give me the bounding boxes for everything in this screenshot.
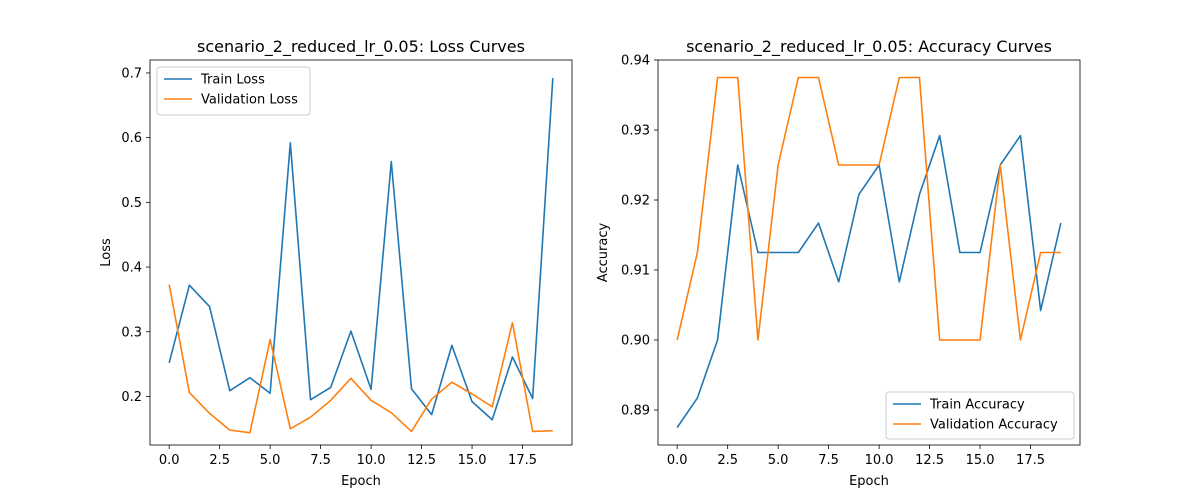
- y-axis-label: Loss: [99, 238, 114, 267]
- y-tick-label: 0.93: [621, 124, 650, 139]
- x-tick-label: 10.0: [357, 453, 386, 468]
- x-tick-label: 0.0: [667, 453, 688, 468]
- y-axis-label: Accuracy: [596, 223, 611, 283]
- y-tick-label: 0.3: [121, 325, 142, 340]
- y-tick-label: 0.5: [121, 196, 142, 211]
- series-line-validation: [676, 76, 1061, 341]
- plot-frame: [657, 59, 1081, 446]
- series-line-train: [168, 78, 554, 421]
- x-axis-label: Epoch: [341, 474, 381, 489]
- legend: Train Loss Validation Loss: [156, 66, 311, 116]
- x-axis-label: Epoch: [849, 474, 889, 489]
- x-tick-label: 15.0: [458, 453, 487, 468]
- y-tick-label: 0.94: [621, 54, 650, 69]
- chart-title: scenario_2_reduced_lr_0.05: Loss Curves: [197, 37, 525, 57]
- x-tick-label: 2.5: [209, 453, 230, 468]
- legend-label-validation: Validation Loss: [201, 93, 298, 108]
- plot-frame: [149, 59, 573, 446]
- y-tick-label: 0.89: [621, 404, 650, 419]
- legend-label-train: Train Loss: [200, 73, 265, 88]
- y-tick-label: 0.92: [621, 194, 650, 209]
- x-tick-label: 10.0: [865, 453, 894, 468]
- chart-panel-2: scenario_2_reduced_lr_0.05: Accuracy Cur…: [596, 37, 1081, 489]
- legend: Train Accuracy Validation Accuracy: [885, 391, 1075, 440]
- x-tick-label: 2.5: [717, 453, 738, 468]
- chart-title: scenario_2_reduced_lr_0.05: Accuracy Cur…: [686, 37, 1052, 57]
- x-tick-label: 0.0: [159, 453, 180, 468]
- y-tick-label: 0.91: [621, 264, 650, 279]
- x-tick-label: 12.5: [915, 453, 944, 468]
- x-tick-label: 12.5: [407, 453, 436, 468]
- x-tick-label: 15.0: [966, 453, 995, 468]
- y-tick-label: 0.4: [121, 261, 142, 276]
- x-tick-label: 7.5: [818, 453, 839, 468]
- x-tick-label: 17.5: [508, 453, 537, 468]
- x-tick-label: 5.0: [260, 453, 281, 468]
- legend-box: [156, 66, 311, 116]
- series-line-train: [676, 134, 1062, 428]
- y-tick-label: 0.2: [121, 390, 142, 405]
- x-tick-label: 17.5: [1016, 453, 1045, 468]
- legend-label-validation: Validation Accuracy: [930, 418, 1058, 433]
- x-tick-label: 7.5: [310, 453, 331, 468]
- chart-panel-1: scenario_2_reduced_lr_0.05: Loss Curves 0…: [99, 37, 573, 489]
- x-tick-label: 5.0: [768, 453, 789, 468]
- series-line-validation: [168, 284, 553, 434]
- legend-label-train: Train Accuracy: [929, 398, 1025, 413]
- y-tick-label: 0.6: [121, 131, 142, 146]
- legend-box: [885, 391, 1075, 440]
- y-tick-label: 0.7: [121, 66, 142, 81]
- y-tick-label: 0.90: [621, 334, 650, 349]
